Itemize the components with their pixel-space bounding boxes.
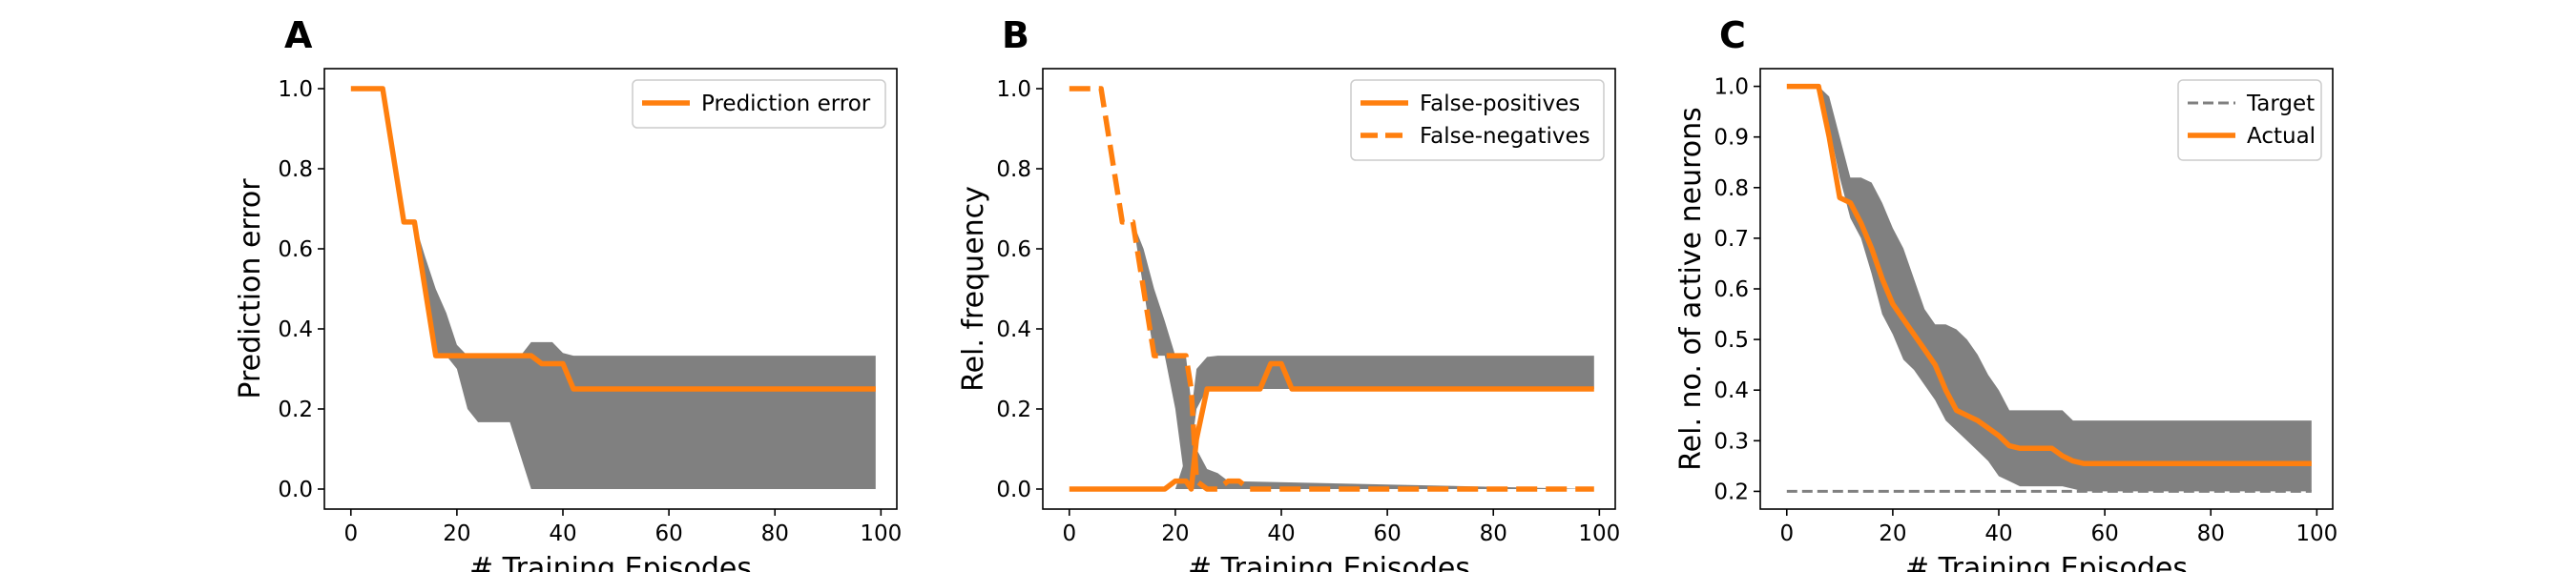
x-tick-label: 20: [443, 521, 470, 546]
y-tick-label: 0.5: [1714, 328, 1749, 353]
legend: Prediction error: [632, 79, 886, 129]
x-tick-label: 80: [761, 521, 789, 546]
x-tick-label: 100: [1578, 521, 1620, 546]
series-line-prediction-error: [350, 86, 876, 392]
std-band: [1069, 356, 1594, 489]
y-tick-label: 1.0: [1714, 75, 1749, 100]
legend-label: Actual: [2247, 124, 2316, 149]
axes-frame: [1042, 68, 1616, 510]
y-tick-label: 0.6: [278, 237, 313, 262]
x-tick-label: 60: [2090, 521, 2118, 546]
x-tick-label: 40: [1984, 521, 2012, 546]
y-tick-label: 0.7: [1714, 227, 1749, 252]
legend-box: [1350, 79, 1605, 161]
y-tick-label: 0.6: [996, 237, 1031, 262]
legend-box: [632, 79, 886, 129]
x-axis-label: # Training Episodes: [469, 552, 752, 572]
legend-label: False-positives: [1420, 92, 1580, 116]
series-line-false-negatives: [1069, 86, 1594, 492]
y-tick-label: 0.4: [1714, 378, 1749, 403]
legend-label: False-negatives: [1420, 124, 1590, 149]
y-axis-label: Rel. no. of active neurons: [1674, 107, 1708, 471]
y-tick-label: 0.8: [996, 157, 1031, 182]
legend-label: Target: [2246, 92, 2315, 116]
y-tick-label: 0.8: [278, 157, 313, 182]
x-tick-label: 20: [1879, 521, 1906, 546]
x-tick-label: 0: [1062, 521, 1076, 546]
x-tick-label: 100: [860, 521, 902, 546]
y-axis-label: Prediction error: [234, 178, 267, 399]
x-axis-label: # Training Episodes: [1905, 552, 2188, 572]
y-tick-label: 0.9: [1714, 126, 1749, 151]
legend-box: [2177, 79, 2322, 161]
legend-label: Prediction error: [701, 92, 871, 116]
x-tick-label: 40: [1267, 521, 1295, 546]
y-tick-label: 0.3: [1714, 429, 1749, 454]
y-tick-label: 1.0: [996, 77, 1031, 102]
series-line-actual: [1786, 83, 2312, 466]
panel-b: B 0 20 40 60 80 100 0.0 0.2 0.4 0.6 0.8 1.0 # Trainin…: [957, 14, 1620, 572]
x-tick-label: 40: [549, 521, 576, 546]
std-band: [1786, 86, 2312, 492]
panel-label: A: [284, 14, 313, 56]
series-line-false-positives: [1069, 360, 1594, 492]
y-tick-label: 0.6: [1714, 277, 1749, 302]
panel-a: A 0 20 40 60 80 100 0.0 0.2 0.4 0.6 0.8 1.0 # Trainin…: [234, 14, 902, 572]
panel-label: C: [1719, 14, 1746, 56]
legend: Target Actual: [2177, 79, 2322, 161]
y-tick-label: 0.2: [996, 398, 1031, 422]
y-tick-label: 0.4: [278, 317, 313, 342]
x-tick-label: 60: [654, 521, 682, 546]
x-tick-label: 60: [1373, 521, 1401, 546]
panel-label: B: [1002, 14, 1029, 56]
axes-frame: [323, 68, 898, 510]
x-tick-label: 80: [1480, 521, 1507, 546]
y-tick-label: 1.0: [278, 77, 313, 102]
x-tick-label: 20: [1161, 521, 1189, 546]
x-tick-label: 80: [2197, 521, 2225, 546]
legend: False-positives False-negatives: [1350, 79, 1605, 161]
std-band: [350, 89, 876, 489]
y-tick-label: 0.2: [278, 398, 313, 422]
y-tick-label: 0.2: [1714, 480, 1749, 504]
x-tick-label: 100: [2296, 521, 2337, 546]
x-tick-label: 0: [343, 521, 358, 546]
x-axis-label: # Training Episodes: [1188, 552, 1470, 572]
y-tick-label: 0.0: [278, 478, 313, 502]
panel-c: C 0 20 40 60 80 100 0.2 0.3 0.4 0.5 0.6 0.7 0.8 0.9 1.0…: [1674, 14, 2337, 572]
x-tick-label: 0: [1779, 521, 1794, 546]
y-tick-label: 0.0: [996, 478, 1031, 502]
y-tick-label: 0.8: [1714, 176, 1749, 201]
y-tick-label: 0.4: [996, 317, 1031, 342]
y-axis-label: Rel. frequency: [957, 186, 990, 392]
